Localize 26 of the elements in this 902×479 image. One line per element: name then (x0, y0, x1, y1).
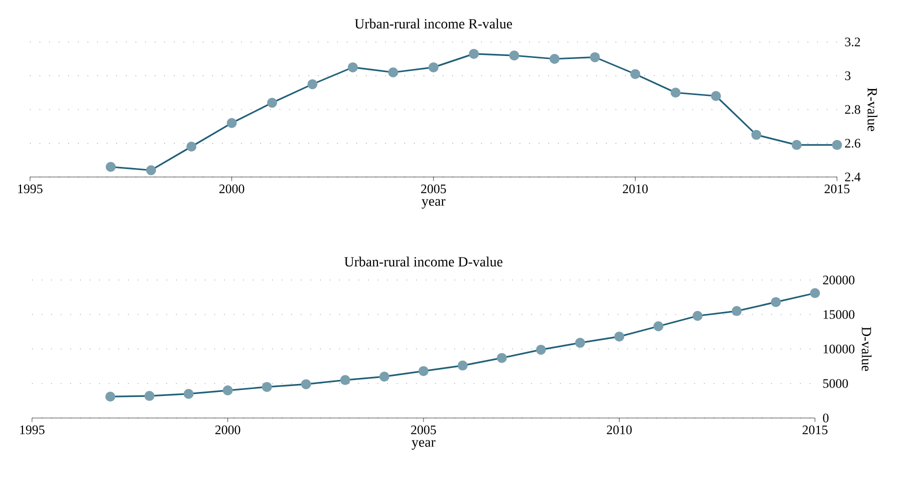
x-tick-label: 2000 (219, 184, 244, 194)
x-tick-label: 2010 (606, 426, 632, 434)
y-axis-title: D-value (862, 326, 872, 371)
y-tick-label: 15000 (824, 310, 854, 319)
x-tick-label: 2015 (802, 426, 828, 434)
y-tick-label: 10000 (824, 344, 854, 354)
x-tick-label: 2005 (411, 426, 436, 434)
x-tick-label: 2015 (824, 184, 850, 194)
y-tick-label: 2.4 (845, 172, 861, 182)
y-tick-label: 5000 (823, 379, 848, 388)
chart-title: Urban-rural income D-value (344, 256, 502, 267)
x-tick-label: 1995 (18, 184, 42, 194)
y-tick-label: 20000 (823, 276, 854, 284)
y-tick-label: 0 (823, 414, 829, 422)
x-tick-label: 2000 (215, 426, 240, 434)
chart-title: Urban-rural income R-value (354, 18, 512, 29)
x-axis-title: year (422, 199, 446, 209)
x-tick-label: 2010 (622, 184, 648, 194)
y-tick-label: 3.2 (845, 38, 860, 46)
y-axis-title: R-value (868, 88, 878, 132)
y-tick-label: 3 (845, 71, 850, 80)
y-tick-label: 2.6 (845, 138, 860, 148)
y-tick-label: 2.8 (845, 105, 860, 114)
x-tick-label: 1995 (20, 426, 44, 434)
x-tick-label: 2005 (421, 184, 446, 194)
x-axis-title: year (412, 440, 436, 450)
